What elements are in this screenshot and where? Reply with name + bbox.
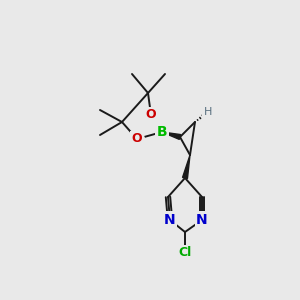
Text: B: B	[157, 125, 167, 139]
Polygon shape	[162, 132, 181, 140]
Text: O: O	[146, 109, 156, 122]
Text: Cl: Cl	[178, 247, 192, 260]
Text: N: N	[196, 213, 208, 227]
Polygon shape	[183, 155, 190, 178]
Text: N: N	[164, 213, 176, 227]
Text: H: H	[204, 107, 212, 117]
Text: O: O	[132, 133, 142, 146]
